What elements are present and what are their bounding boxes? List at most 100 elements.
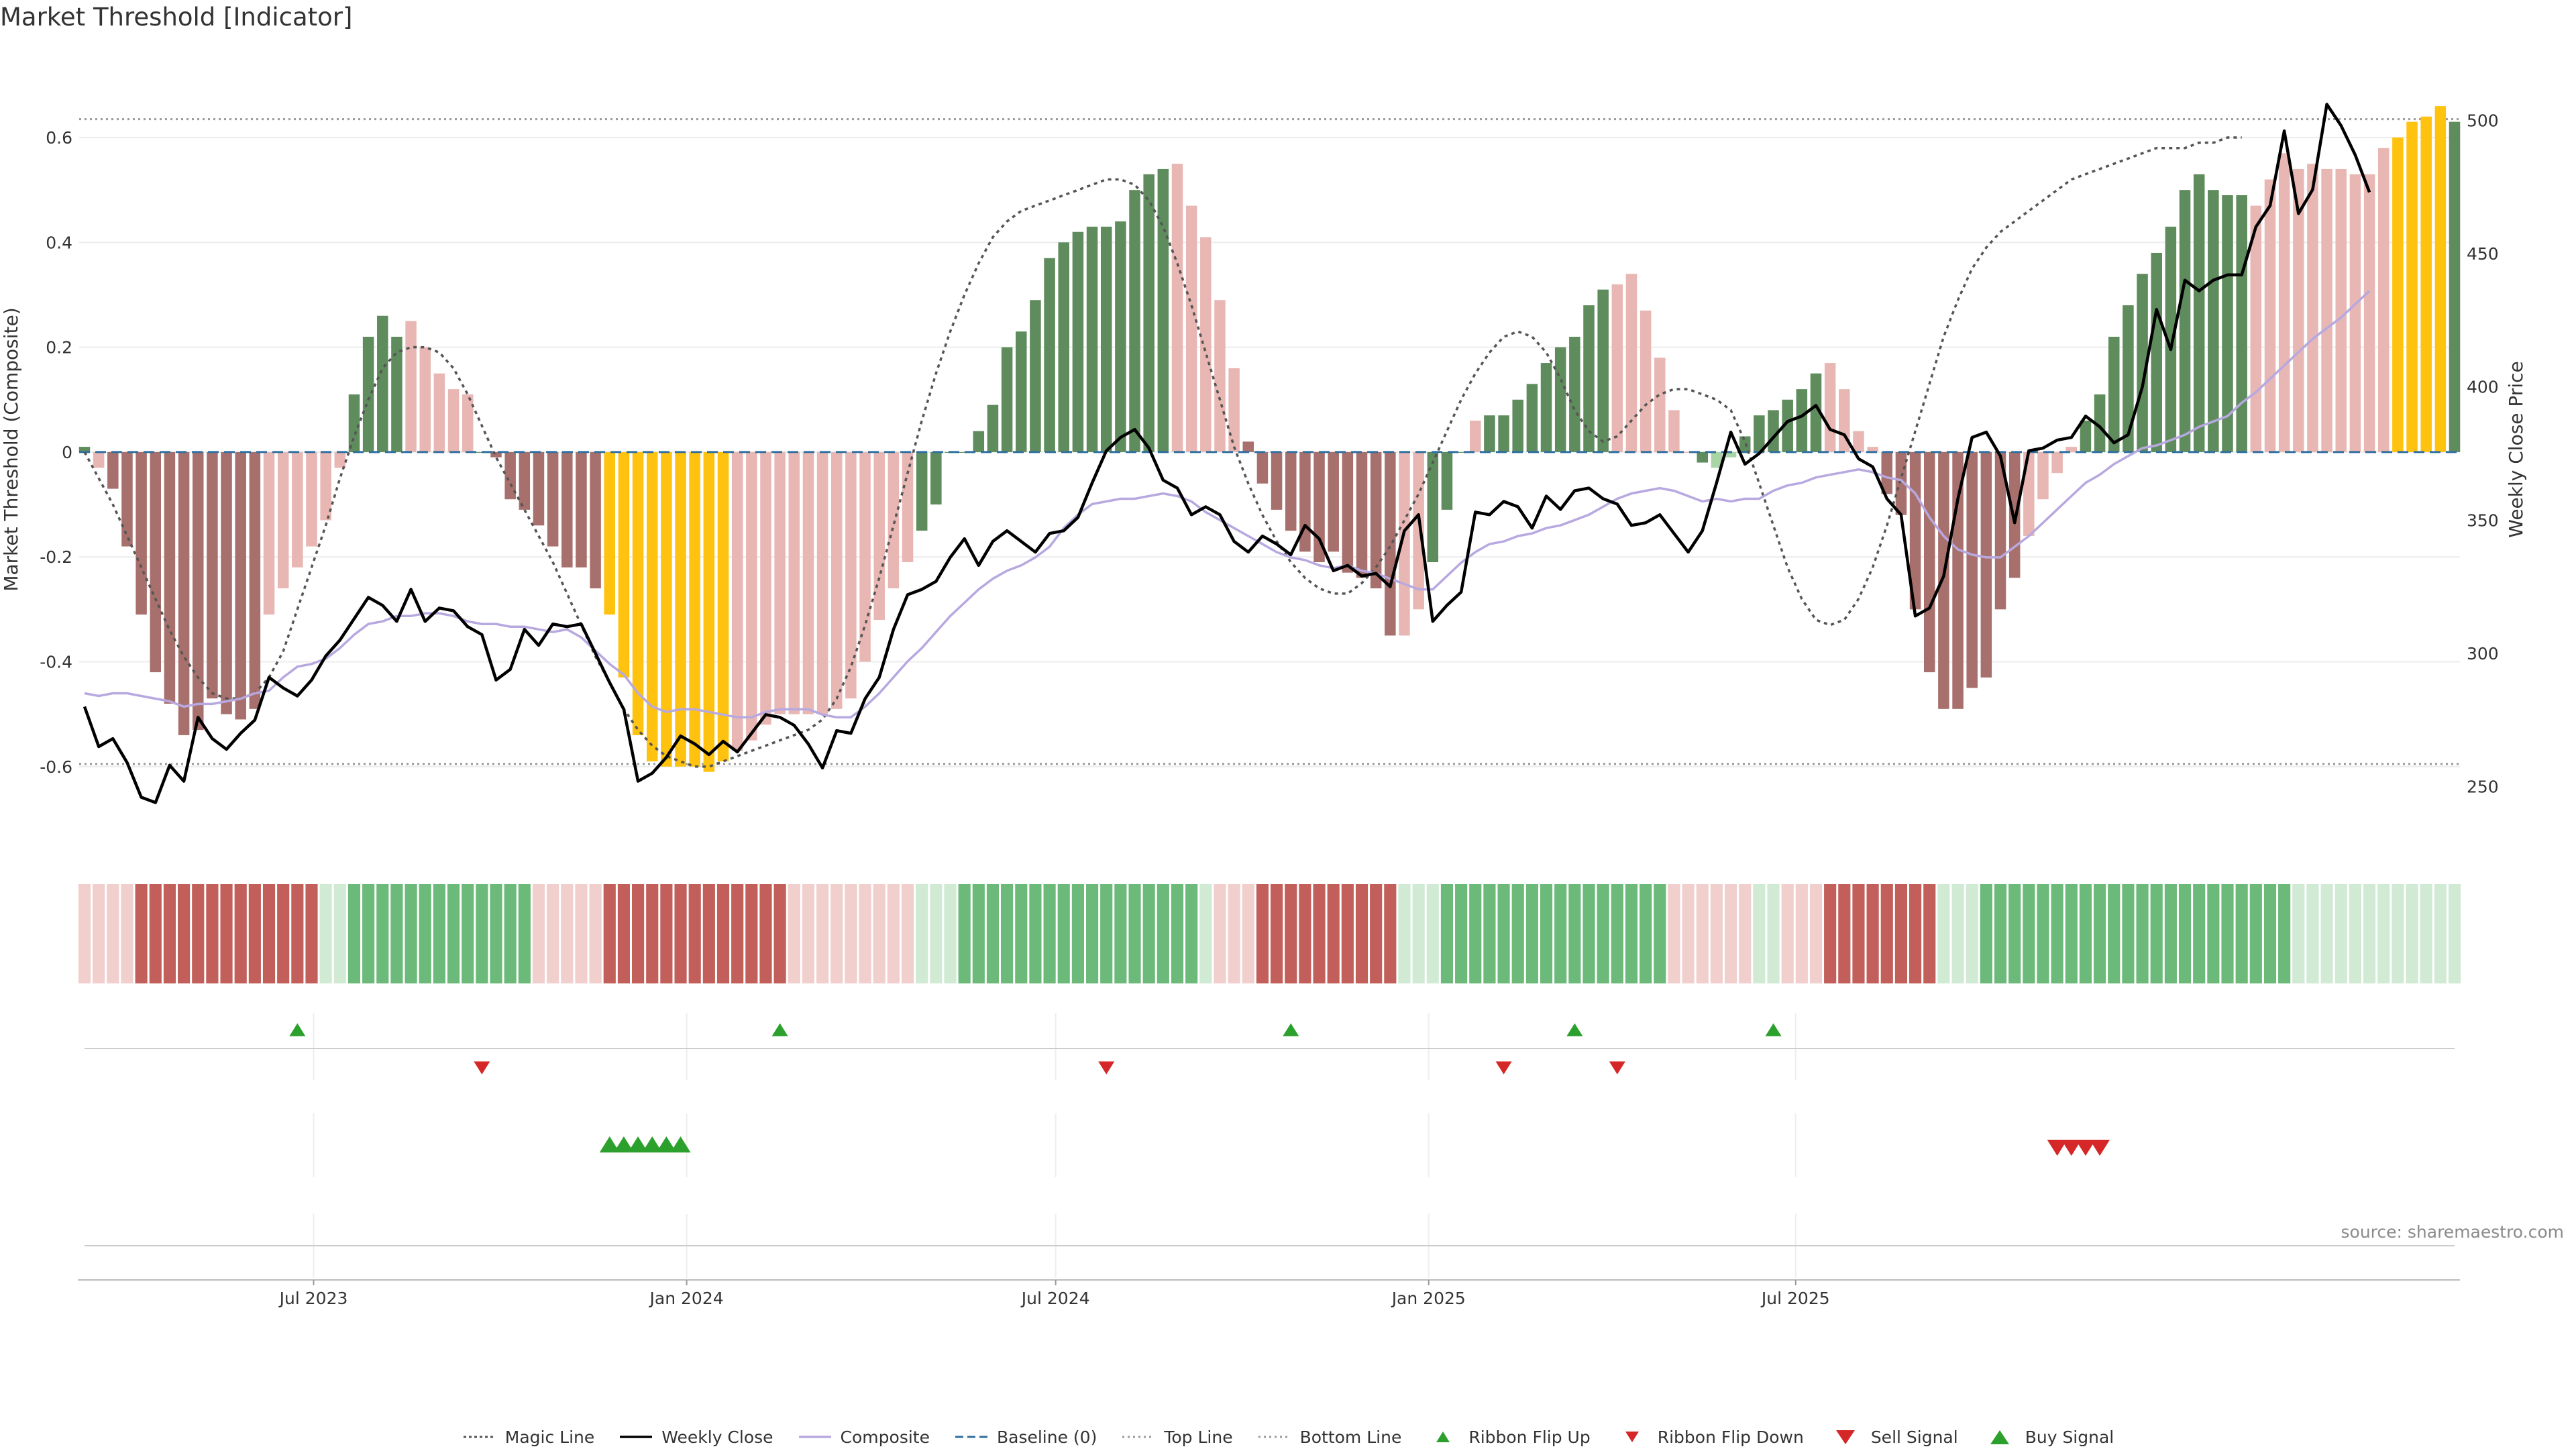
composite-bar — [1938, 451, 1949, 709]
buy-signal-marker — [656, 1136, 677, 1152]
composite-bar — [2179, 190, 2191, 452]
buy-signal-marker — [599, 1136, 620, 1152]
chart-title: Market Threshold [Indicator] — [0, 3, 353, 32]
ribbon-cell — [1923, 884, 1936, 983]
y-tick-label: -0.2 — [40, 547, 72, 567]
ribbon-cell — [2221, 884, 2234, 983]
composite-bar — [1994, 451, 2006, 610]
composite-bar — [2392, 138, 2404, 452]
ribbon-cell — [462, 884, 474, 983]
composite-bar — [306, 451, 317, 547]
ribbon-cell — [702, 884, 715, 983]
legend-label: Ribbon Flip Up — [1468, 1427, 1591, 1447]
ribbon-cell — [2320, 884, 2333, 983]
ribbon-cell — [1682, 884, 1695, 983]
ribbon-cell — [1100, 884, 1113, 983]
ribbon-cell — [2193, 884, 2206, 983]
ribbon-cell — [972, 884, 985, 983]
ribbon-cell — [2207, 884, 2220, 983]
ribbon-cell — [873, 884, 885, 983]
composite-bar — [2236, 195, 2247, 452]
ribbon-cell — [1440, 884, 1454, 983]
ribbon-cell — [1412, 884, 1425, 983]
composite-bar — [845, 451, 857, 699]
composite-bar — [1824, 363, 1836, 452]
composite-bar — [2137, 274, 2148, 452]
legend-item: Buy Signal — [1982, 1428, 2114, 1447]
ribbon-cell — [1384, 884, 1397, 983]
solid-black-line-icon — [620, 1436, 653, 1438]
ribbon-flip-up-marker — [1566, 1023, 1583, 1036]
composite-bar — [348, 394, 360, 452]
ribbon-cell — [1228, 884, 1240, 983]
ribbon-cell — [547, 884, 559, 983]
legend-label: Sell Signal — [1870, 1427, 1958, 1447]
composite-bar — [1796, 389, 1808, 452]
ribbon-cell — [1852, 884, 1865, 983]
x-tick-label: Jan 2025 — [1391, 1289, 1466, 1308]
ribbon-cell — [2065, 884, 2078, 983]
composite-bar — [2420, 116, 2432, 452]
composite-bar — [1966, 451, 1978, 688]
composite-bar — [2037, 451, 2049, 500]
ribbon-flip-up-marker — [1283, 1023, 1299, 1036]
composite-bar — [1370, 451, 1382, 589]
composite-bar — [1143, 174, 1155, 452]
composite-bar — [2278, 153, 2290, 452]
ribbon-cell — [887, 884, 900, 983]
composite-bar — [1100, 226, 1112, 452]
red-triangle-down-large-icon — [1835, 1430, 1855, 1444]
composite-bar — [320, 451, 331, 521]
composite-bar — [760, 451, 771, 725]
ribbon-cell — [1909, 884, 1922, 983]
composite-bar — [1228, 368, 1240, 452]
ribbon-cell — [2406, 884, 2418, 983]
y-tick-label: 0.6 — [46, 128, 72, 148]
ribbon-cell — [1214, 884, 1226, 983]
composite-bar — [1342, 451, 1354, 573]
composite-bar — [746, 451, 757, 741]
ribbon-flip-down-marker — [1495, 1061, 1512, 1075]
composite-bar — [334, 451, 346, 468]
ribbon-cell — [1654, 884, 1666, 983]
ribbon-strip — [78, 884, 2461, 983]
composite-bar — [1754, 415, 1765, 452]
ribbon-cell — [631, 884, 645, 983]
composite-bar — [2307, 164, 2318, 452]
ribbon-flip-up-marker — [771, 1023, 788, 1036]
composite-bar — [1271, 451, 1283, 510]
composite-bar — [1455, 451, 1467, 453]
composite-bar — [632, 451, 644, 735]
composite-bar — [263, 451, 275, 615]
ribbon-cell — [816, 884, 829, 983]
ribbon-flip-up-marker — [1765, 1023, 1782, 1036]
y-tick-label: 0.4 — [46, 233, 72, 252]
composite-bar — [2165, 226, 2177, 452]
composite-bar — [207, 451, 218, 699]
solid-lavender-line-icon — [798, 1436, 831, 1438]
red-triangle-down-icon — [1625, 1432, 1639, 1442]
ribbon-cell — [2249, 884, 2262, 983]
composite-bar — [1697, 451, 1708, 463]
ribbon-cell — [2292, 884, 2305, 983]
composite-bar — [1157, 168, 1169, 452]
composite-bar — [1498, 415, 1509, 452]
ribbon-cell — [319, 884, 332, 983]
composite-bar — [2335, 168, 2347, 452]
ribbon-cell — [1398, 884, 1411, 983]
ribbon-cell — [1071, 884, 1084, 983]
ribbon-cell — [1185, 884, 1198, 983]
ribbon-cell — [1242, 884, 1254, 983]
legend-label: Magic Line — [504, 1427, 595, 1447]
buy-signal-marker — [670, 1136, 691, 1152]
composite-bar — [462, 394, 474, 452]
ribbon-cell — [2122, 884, 2135, 983]
ribbon-cell — [1554, 884, 1567, 983]
composite-bar — [2008, 451, 2021, 578]
composite-bar — [1640, 310, 1652, 452]
y-tick-label: -0.6 — [40, 757, 72, 777]
composite-bar — [362, 336, 374, 452]
composite-bar — [1881, 451, 1893, 494]
ribbon-flip-down-marker — [1098, 1061, 1115, 1075]
ribbon-cell — [2150, 884, 2163, 983]
